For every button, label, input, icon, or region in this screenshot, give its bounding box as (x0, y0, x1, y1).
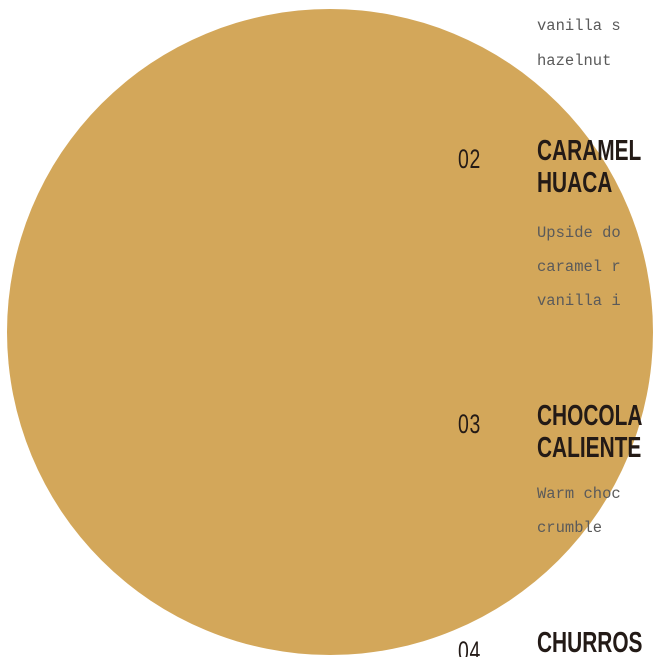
decorative-circle (7, 9, 653, 655)
item-description: vanilla s (537, 17, 621, 35)
item-title: CARAMEL (537, 135, 641, 167)
item-description: hazelnut (537, 52, 611, 70)
item-number: 03 (458, 409, 481, 439)
item-description: caramel r (537, 258, 621, 276)
item-number: 02 (458, 144, 481, 174)
item-title: CHOCOLA (537, 400, 642, 432)
item-description: Upside do (537, 224, 621, 242)
item-title: CALIENTE (537, 432, 641, 464)
item-description: vanilla i (537, 292, 621, 310)
item-title: HUACA (537, 167, 612, 199)
item-description: Warm choc (537, 485, 621, 503)
item-number: 04 (458, 636, 481, 657)
item-title: CHURROS (537, 627, 642, 657)
item-description: crumble (537, 519, 602, 537)
